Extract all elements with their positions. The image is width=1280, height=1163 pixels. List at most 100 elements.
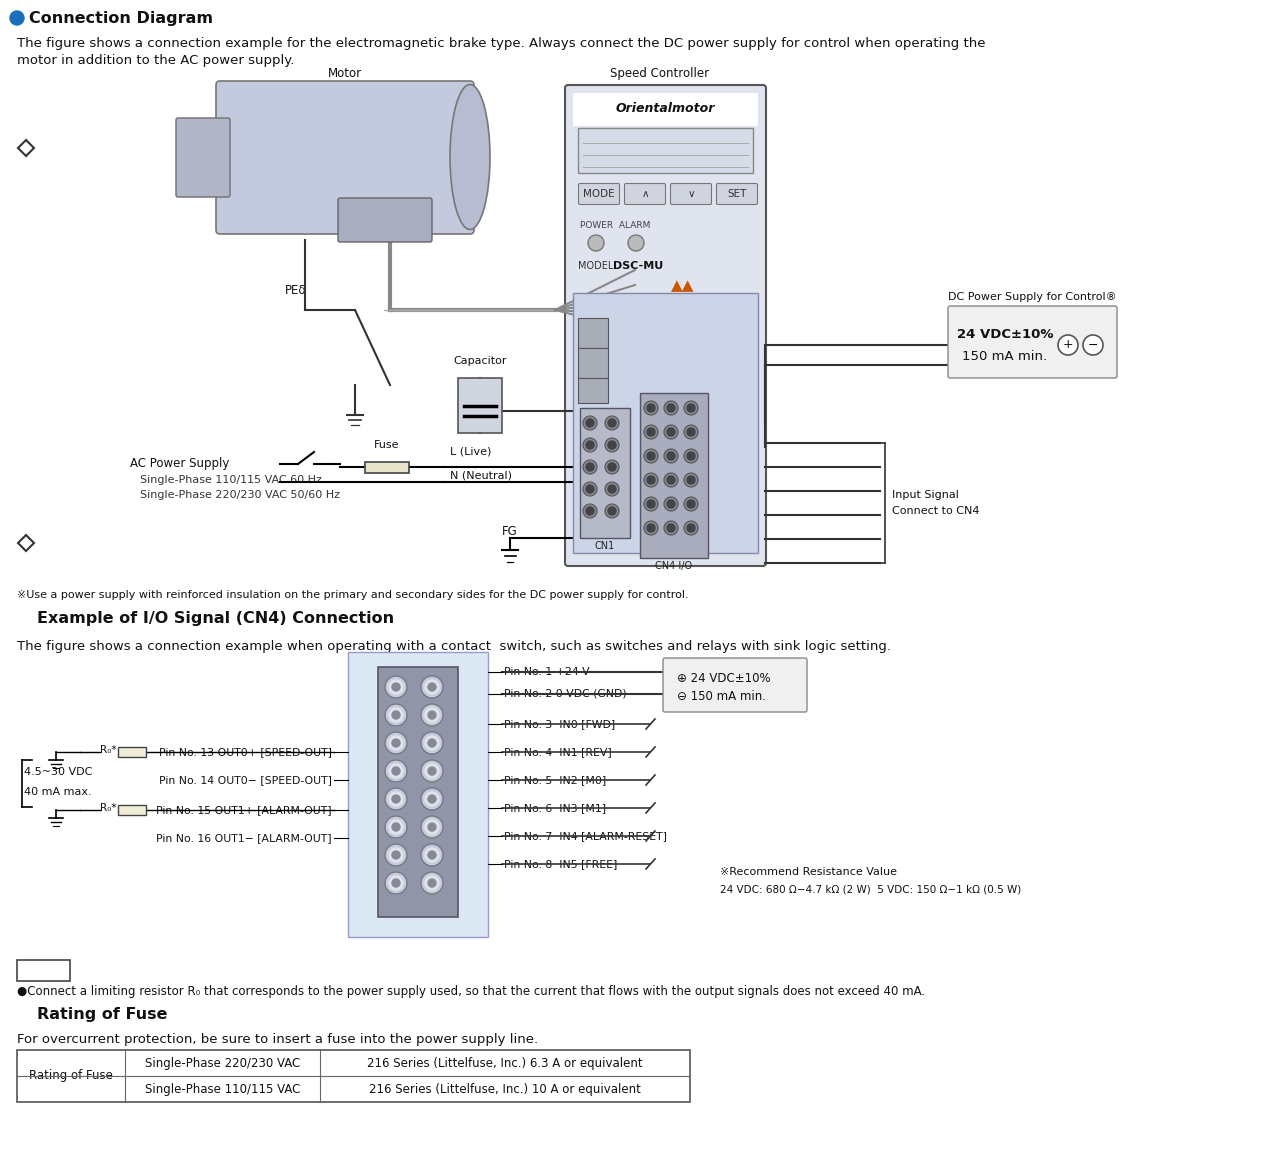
- FancyBboxPatch shape: [948, 306, 1117, 378]
- Circle shape: [582, 416, 596, 430]
- Circle shape: [385, 816, 407, 839]
- Circle shape: [608, 485, 616, 493]
- Circle shape: [644, 497, 658, 511]
- Circle shape: [421, 816, 443, 839]
- Circle shape: [392, 683, 399, 691]
- Circle shape: [425, 848, 439, 862]
- Circle shape: [586, 485, 594, 493]
- Circle shape: [425, 876, 439, 890]
- Text: Note: Note: [29, 963, 56, 977]
- Circle shape: [646, 404, 655, 412]
- Circle shape: [586, 419, 594, 427]
- Circle shape: [425, 736, 439, 750]
- Text: AC Power Supply: AC Power Supply: [131, 457, 229, 471]
- Text: N (Neutral): N (Neutral): [451, 470, 512, 480]
- Circle shape: [605, 504, 620, 518]
- Circle shape: [644, 401, 658, 415]
- Text: Pin No. 4  IN1 [REV]: Pin No. 4 IN1 [REV]: [504, 747, 612, 757]
- Text: The figure shows a connection example when operating with a contact  switch, suc: The figure shows a connection example wh…: [17, 640, 891, 652]
- Circle shape: [421, 789, 443, 809]
- Circle shape: [664, 424, 678, 438]
- Text: Connect to CN4: Connect to CN4: [892, 506, 979, 516]
- Circle shape: [684, 401, 698, 415]
- Circle shape: [421, 732, 443, 754]
- Circle shape: [582, 504, 596, 518]
- Circle shape: [392, 711, 399, 719]
- Circle shape: [385, 759, 407, 782]
- Text: MODE: MODE: [584, 190, 614, 199]
- Text: PEδ: PEδ: [285, 284, 306, 297]
- FancyBboxPatch shape: [717, 184, 758, 205]
- Circle shape: [684, 497, 698, 511]
- Circle shape: [10, 10, 24, 24]
- Circle shape: [385, 704, 407, 726]
- Circle shape: [425, 680, 439, 694]
- Circle shape: [684, 521, 698, 535]
- Text: −: −: [1088, 338, 1098, 351]
- Circle shape: [687, 452, 695, 461]
- Bar: [580, 408, 630, 538]
- Circle shape: [644, 521, 658, 535]
- Text: L (Live): L (Live): [451, 447, 492, 457]
- Text: 216 Series (Littelfuse, Inc.) 10 A or equivalent: 216 Series (Littelfuse, Inc.) 10 A or eq…: [369, 1083, 641, 1096]
- Text: ∨: ∨: [687, 190, 695, 199]
- Circle shape: [646, 525, 655, 531]
- Text: Capacitor: Capacitor: [453, 356, 507, 366]
- Circle shape: [608, 507, 616, 515]
- FancyBboxPatch shape: [118, 747, 146, 757]
- Bar: [378, 668, 458, 916]
- Circle shape: [582, 438, 596, 452]
- Circle shape: [428, 683, 436, 691]
- Circle shape: [644, 449, 658, 463]
- Bar: [640, 393, 708, 558]
- Circle shape: [421, 759, 443, 782]
- Circle shape: [684, 473, 698, 487]
- Text: DSC-MU: DSC-MU: [613, 261, 663, 271]
- Text: CN4 I/O: CN4 I/O: [655, 561, 692, 571]
- Text: Rating of Fuse: Rating of Fuse: [37, 1006, 168, 1021]
- Circle shape: [389, 764, 403, 778]
- Circle shape: [687, 428, 695, 436]
- Circle shape: [588, 235, 604, 251]
- Circle shape: [389, 820, 403, 834]
- Bar: [579, 348, 608, 378]
- Text: SET: SET: [727, 190, 746, 199]
- Text: Single-Phase 220/230 VAC 50/60 Hz: Single-Phase 220/230 VAC 50/60 Hz: [140, 490, 340, 500]
- Text: ※Use a power supply with reinforced insulation on the primary and secondary side: ※Use a power supply with reinforced insu…: [17, 590, 689, 600]
- Circle shape: [389, 680, 403, 694]
- Text: Pin No. 8  IN5 [FREE]: Pin No. 8 IN5 [FREE]: [504, 859, 617, 869]
- Text: Example of I/O Signal (CN4) Connection: Example of I/O Signal (CN4) Connection: [37, 612, 394, 627]
- FancyBboxPatch shape: [573, 293, 758, 552]
- Circle shape: [644, 424, 658, 438]
- Circle shape: [608, 463, 616, 471]
- Text: R₀*: R₀*: [100, 745, 116, 755]
- Circle shape: [644, 473, 658, 487]
- Circle shape: [392, 739, 399, 747]
- Circle shape: [428, 851, 436, 859]
- Circle shape: [687, 476, 695, 484]
- Circle shape: [428, 768, 436, 775]
- Circle shape: [389, 708, 403, 722]
- Bar: [579, 317, 608, 348]
- Circle shape: [667, 428, 675, 436]
- Circle shape: [608, 419, 616, 427]
- Circle shape: [687, 500, 695, 508]
- FancyBboxPatch shape: [564, 85, 765, 566]
- Text: Pin No. 3  IN0 [FWD]: Pin No. 3 IN0 [FWD]: [504, 719, 616, 729]
- Circle shape: [389, 876, 403, 890]
- Circle shape: [646, 500, 655, 508]
- Text: ∧: ∧: [641, 190, 649, 199]
- Circle shape: [582, 481, 596, 495]
- Text: Pin No. 5  IN2 [M0]: Pin No. 5 IN2 [M0]: [504, 775, 607, 785]
- Circle shape: [428, 711, 436, 719]
- Text: ●Connect a limiting resistor R₀ that corresponds to the power supply used, so th: ●Connect a limiting resistor R₀ that cor…: [17, 985, 925, 998]
- Text: Pin No. 6  IN3 [M1]: Pin No. 6 IN3 [M1]: [504, 802, 607, 813]
- Circle shape: [385, 732, 407, 754]
- Text: DC Power Supply for Control®: DC Power Supply for Control®: [948, 292, 1117, 302]
- Circle shape: [628, 235, 644, 251]
- Circle shape: [428, 739, 436, 747]
- Circle shape: [667, 404, 675, 412]
- Circle shape: [392, 795, 399, 802]
- Circle shape: [425, 820, 439, 834]
- Text: Speed Controller: Speed Controller: [611, 67, 709, 80]
